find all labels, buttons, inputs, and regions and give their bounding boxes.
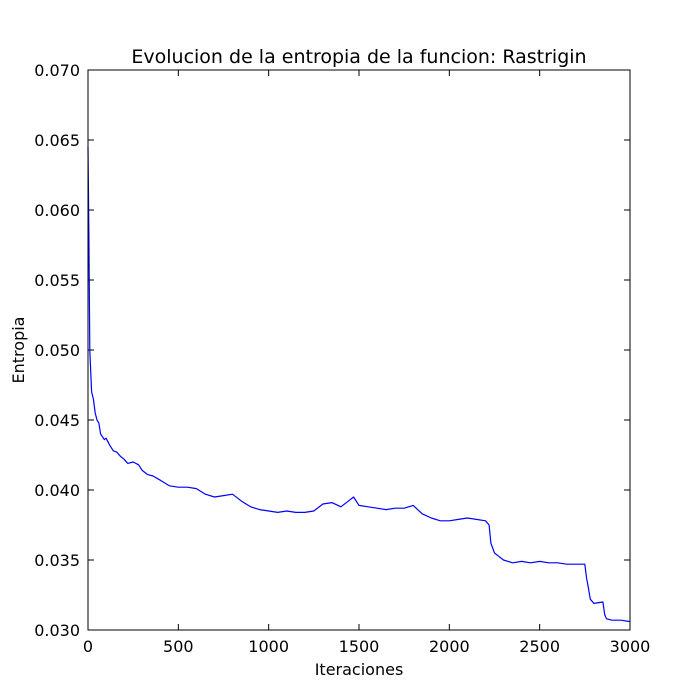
x-tick-label: 1000 [248,637,289,656]
y-tick-label: 0.065 [34,131,80,150]
y-tick-label: 0.070 [34,61,80,80]
x-tick-label: 0 [83,637,93,656]
y-tick-label: 0.035 [34,551,80,570]
plot-area [88,70,630,630]
x-tick-label: 3000 [610,637,651,656]
x-tick-label: 2500 [519,637,560,656]
y-tick-label: 0.030 [34,621,80,640]
x-axis-ticks: 0 500 1000 1500 2000 2500 3000 [83,70,650,656]
x-axis-label: Iteraciones [315,660,404,679]
plot-frame [87,69,631,631]
x-tick-label: 500 [163,637,194,656]
y-tick-label: 0.040 [34,481,80,500]
y-tick-label: 0.045 [34,411,80,430]
y-axis-label: Entropia [9,317,28,384]
y-tick-label: 0.050 [34,341,80,360]
x-tick-label: 1500 [339,637,380,656]
y-axis-ticks: 0.030 0.035 0.040 0.045 0.050 0.055 0.060 0.065… [34,61,630,640]
entropy-series-line [87,146,631,623]
y-tick-label: 0.055 [34,271,80,290]
chart-title: Evolucion de la entropia de la funcion: … [131,46,586,68]
x-tick-label: 2000 [429,637,470,656]
y-tick-label: 0.060 [34,201,80,220]
